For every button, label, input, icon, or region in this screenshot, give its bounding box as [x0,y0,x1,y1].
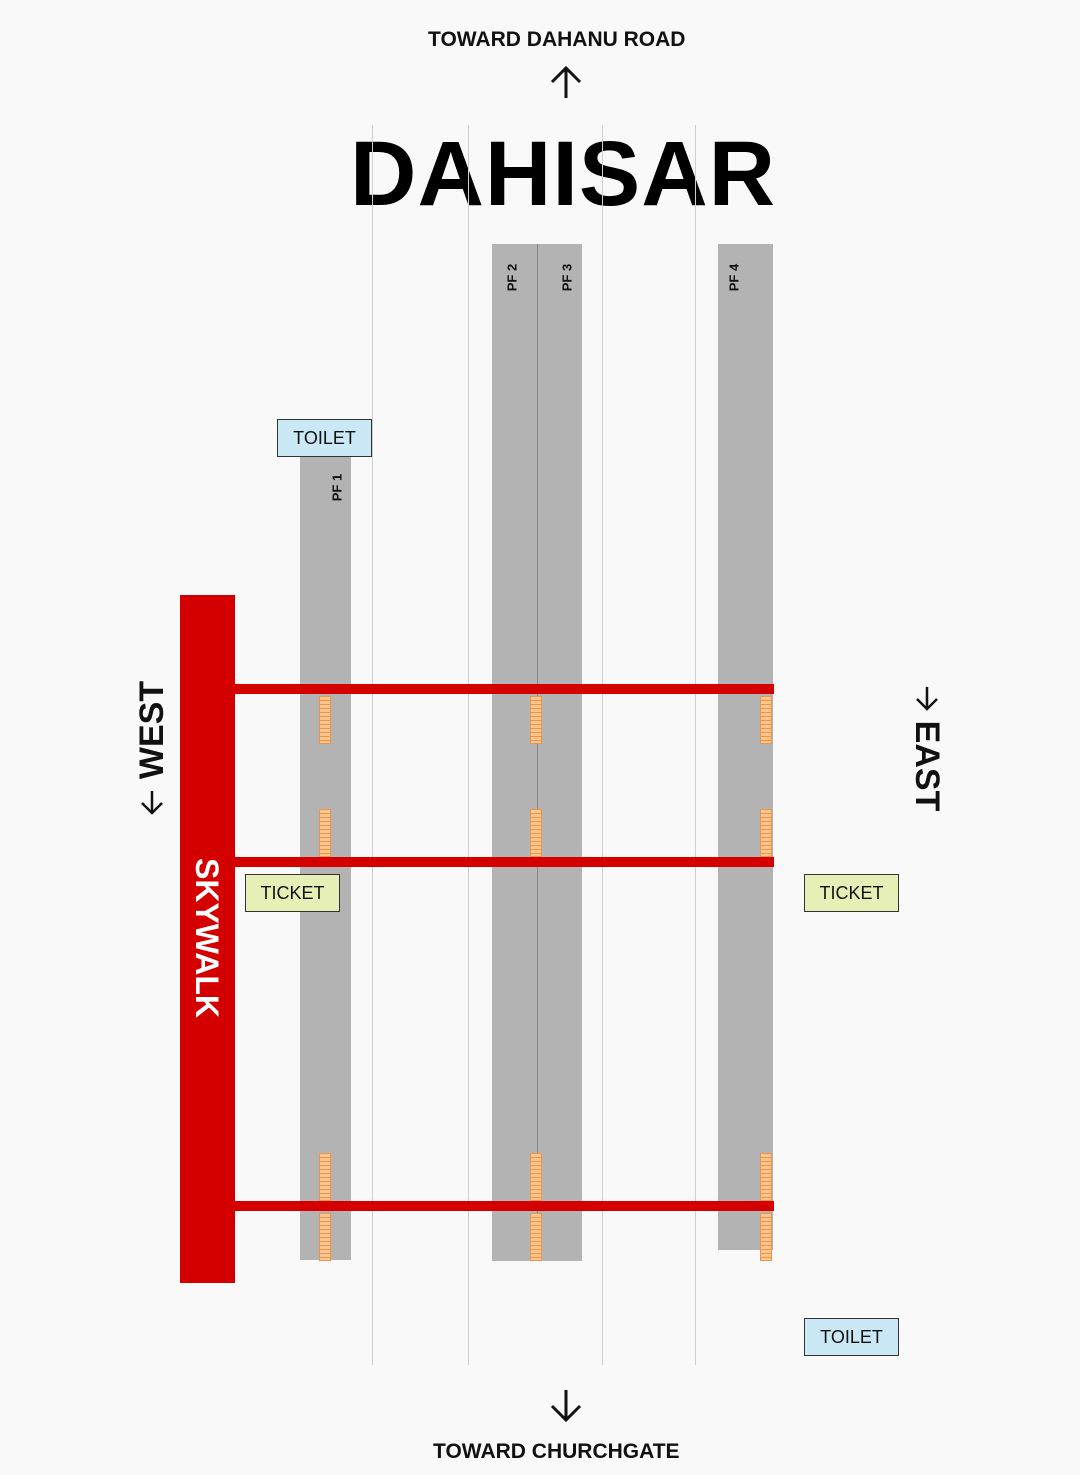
arrow-west-icon [141,791,163,815]
staircase [760,696,772,744]
staircase [530,1153,542,1201]
platform-divider [537,244,538,1261]
west-label: WEST [132,680,171,780]
track-line [468,125,469,1365]
staircase [319,1153,331,1201]
staircase [760,1213,772,1261]
staircase [760,1153,772,1201]
staircase [319,1213,331,1261]
staircase [530,1213,542,1261]
north-direction-label: TOWARD DAHANU ROAD [428,28,686,51]
skywalk [180,595,235,1283]
staircase [530,809,542,857]
toilet-south: TOILET [804,1318,899,1356]
platform-4-label: PF 4 [726,263,742,292]
ticket-west: TICKET [245,874,340,912]
arrow-down-icon [550,1390,582,1423]
ticket-east: TICKET [804,874,899,912]
platform-1-label: PF 1 [329,473,345,502]
toilet-north: TOILET [277,419,372,457]
staircase [760,809,772,857]
east-label: EAST [908,720,947,812]
platform-4 [718,244,773,1250]
staircase [530,696,542,744]
west-direction: WEST [132,658,171,838]
platform-2-label: PF 2 [504,263,520,292]
east-direction: EAST [908,658,947,838]
foot-over-bridge-south [234,1201,774,1211]
arrow-up-icon [550,65,582,98]
skywalk-label: SKYWALK [189,858,225,1018]
south-direction-label: TOWARD CHURCHGATE [433,1440,680,1463]
staircase [319,696,331,744]
track-line [602,125,603,1365]
station-title: DAHISAR [350,123,777,225]
foot-over-bridge-north [234,684,774,694]
track-line [372,125,373,1365]
staircase [319,809,331,857]
platform-3-label: PF 3 [559,263,575,292]
foot-over-bridge-middle [234,857,774,867]
arrow-east-icon [916,686,938,711]
track-line [695,125,696,1365]
